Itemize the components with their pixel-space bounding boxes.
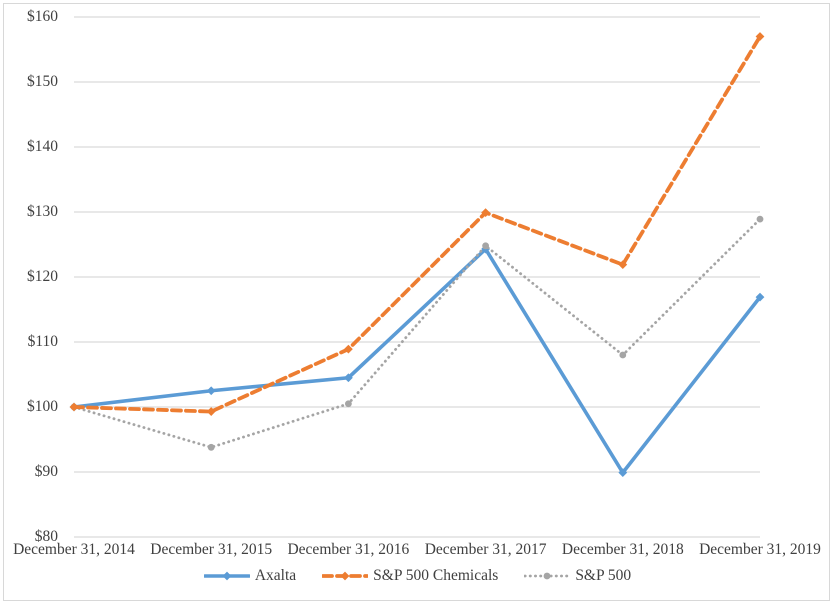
data-point-marker-s-p-500 xyxy=(345,400,352,408)
data-point-marker-axalta xyxy=(344,373,353,383)
data-point-marker-s-p-500 xyxy=(482,242,489,250)
data-point-marker-s-p-500-chemicals xyxy=(340,571,350,581)
data-point-marker-s-p-500 xyxy=(207,443,215,451)
data-point-marker-axalta xyxy=(755,292,765,302)
data-point-marker-s-p-500 xyxy=(619,351,627,359)
data-point-marker-s-p-500-chemicals xyxy=(481,208,490,218)
chart-border-frame xyxy=(3,3,830,601)
data-point-marker-s-p-500-chemicals xyxy=(206,407,216,416)
data-point-marker-s-p-500-chemicals xyxy=(69,402,79,412)
data-point-marker-s-p-500-chemicals xyxy=(344,344,353,354)
data-point-marker-s-p-500 xyxy=(756,215,764,223)
legend-label-sp500-chemicals: S&P 500 Chemicals xyxy=(373,567,499,584)
chart-legend: Axalta S&P 500 Chemicals S&P 500 xyxy=(0,564,835,588)
series-line-axalta xyxy=(72,247,762,475)
sp500-line-swatch-icon xyxy=(524,572,571,580)
data-point-marker-axalta xyxy=(618,468,628,478)
series-line-s-p-500 xyxy=(72,217,762,449)
legend-item-sp500: S&P 500 xyxy=(524,567,631,585)
axalta-line-swatch-icon xyxy=(203,571,250,581)
legend-label-axalta: Axalta xyxy=(254,567,297,584)
data-point-marker-s-p-500-chemicals xyxy=(755,32,765,41)
series-line-s-p-500-chemicals xyxy=(72,34,762,414)
legend-item-sp500-chemicals: S&P 500 Chemicals xyxy=(322,567,498,585)
sp500-chemicals-line-swatch-icon xyxy=(322,571,369,581)
legend-item-axalta: Axalta xyxy=(203,567,297,585)
data-point-marker-axalta xyxy=(222,571,232,581)
data-point-marker-axalta xyxy=(206,386,216,396)
series-s-p-500-chemicals xyxy=(69,32,765,416)
series-s-p-500 xyxy=(70,215,764,451)
data-point-marker-s-p-500-chemicals xyxy=(618,260,628,270)
legend-label-sp500: S&P 500 xyxy=(575,567,632,584)
data-point-marker-s-p-500 xyxy=(543,572,551,580)
